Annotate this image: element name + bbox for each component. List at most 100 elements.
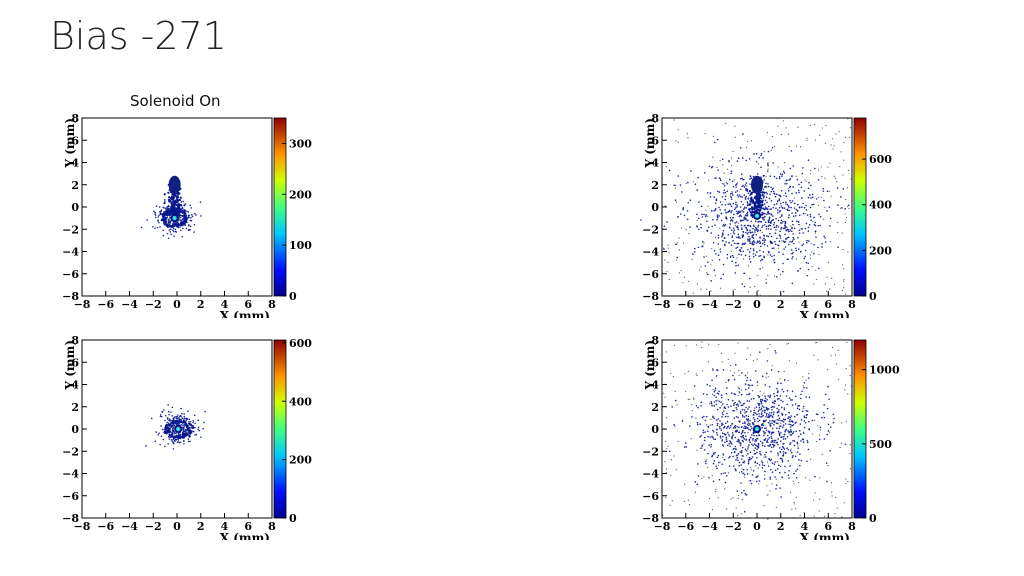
halo-point	[793, 207, 796, 209]
halo-point	[697, 176, 699, 179]
halo-point	[742, 434, 745, 437]
halo-point	[770, 235, 773, 238]
halo-point	[788, 431, 790, 434]
halo-point	[723, 458, 726, 461]
halo-point	[782, 426, 784, 428]
halo-point	[158, 214, 160, 216]
halo-point	[180, 415, 182, 417]
halo-point	[185, 227, 188, 230]
halo-point	[776, 237, 778, 240]
halo-point	[174, 432, 177, 435]
halo-point	[183, 430, 186, 433]
halo-point	[779, 216, 781, 219]
halo-point	[744, 448, 747, 451]
tail-point	[751, 200, 754, 203]
halo-point	[791, 252, 794, 255]
noise-point	[740, 389, 743, 391]
halo-point	[797, 203, 799, 206]
halo-point	[763, 256, 766, 259]
halo-point	[807, 377, 810, 379]
halo-point	[734, 191, 737, 193]
halo-point	[817, 413, 819, 416]
noise-point	[843, 502, 845, 504]
halo-point	[803, 257, 806, 260]
halo-point	[781, 436, 783, 438]
halo-point	[171, 440, 174, 443]
halo-point	[759, 452, 761, 455]
halo-point	[788, 411, 790, 414]
tail-point	[761, 204, 764, 207]
ring-point	[175, 417, 178, 420]
halo-point	[758, 156, 761, 159]
halo-point	[741, 458, 743, 460]
noise-point	[806, 139, 808, 141]
halo-point	[725, 427, 728, 429]
halo-point	[750, 410, 752, 413]
halo-point	[749, 247, 752, 250]
halo-point	[739, 451, 742, 453]
halo-point	[743, 438, 746, 440]
halo-point	[784, 238, 787, 240]
halo-point	[805, 410, 808, 412]
halo-point	[172, 429, 175, 432]
halo-point	[775, 275, 778, 278]
halo-point	[749, 379, 752, 381]
noise-point	[722, 472, 724, 474]
halo-point	[782, 240, 785, 243]
halo-point	[777, 219, 780, 222]
halo-point	[734, 222, 737, 224]
halo-point	[764, 445, 766, 448]
halo-point	[721, 203, 723, 206]
halo-point	[687, 181, 689, 184]
y-tick-label: −6	[642, 490, 659, 503]
halo-point	[793, 202, 796, 205]
noise-point	[723, 172, 725, 174]
halo-point	[769, 443, 772, 446]
halo-point	[733, 208, 736, 211]
halo-point	[795, 249, 798, 252]
noise-point	[829, 162, 831, 164]
halo-point	[774, 420, 776, 422]
noise-point	[819, 429, 821, 431]
noise-point	[815, 440, 817, 443]
halo-point	[777, 390, 779, 392]
halo-point	[798, 223, 800, 226]
halo-point	[773, 175, 776, 178]
halo-point	[783, 408, 786, 411]
halo-point	[833, 417, 835, 420]
halo-point	[784, 413, 787, 416]
noise-point	[787, 379, 789, 382]
tail-point	[163, 201, 166, 205]
halo-point	[759, 220, 762, 223]
halo-point	[768, 436, 771, 439]
halo-point	[170, 439, 173, 441]
halo-point	[746, 468, 748, 471]
tail-point	[757, 196, 760, 199]
halo-point	[792, 432, 794, 435]
x-tick-label: −4	[121, 520, 138, 533]
halo-point	[719, 251, 722, 253]
halo-point	[730, 392, 733, 394]
halo-point	[713, 196, 716, 198]
halo-point	[802, 167, 804, 169]
halo-point	[776, 418, 779, 421]
halo-point	[676, 256, 678, 259]
halo-point	[739, 444, 742, 447]
noise-point	[790, 225, 792, 227]
halo-point	[729, 255, 732, 258]
halo-point	[746, 393, 748, 396]
noise-point	[732, 150, 734, 153]
tail-point	[758, 194, 761, 197]
halo-point	[803, 190, 806, 192]
noise-point	[757, 467, 759, 469]
noise-point	[785, 127, 787, 129]
halo-point	[773, 254, 775, 257]
halo-point	[753, 434, 755, 437]
noise-point	[722, 164, 724, 166]
halo-point	[735, 408, 738, 411]
halo-point	[751, 384, 753, 387]
halo-point	[780, 226, 783, 229]
halo-point	[732, 427, 735, 429]
tail-point	[172, 202, 175, 205]
halo-point	[755, 434, 758, 437]
